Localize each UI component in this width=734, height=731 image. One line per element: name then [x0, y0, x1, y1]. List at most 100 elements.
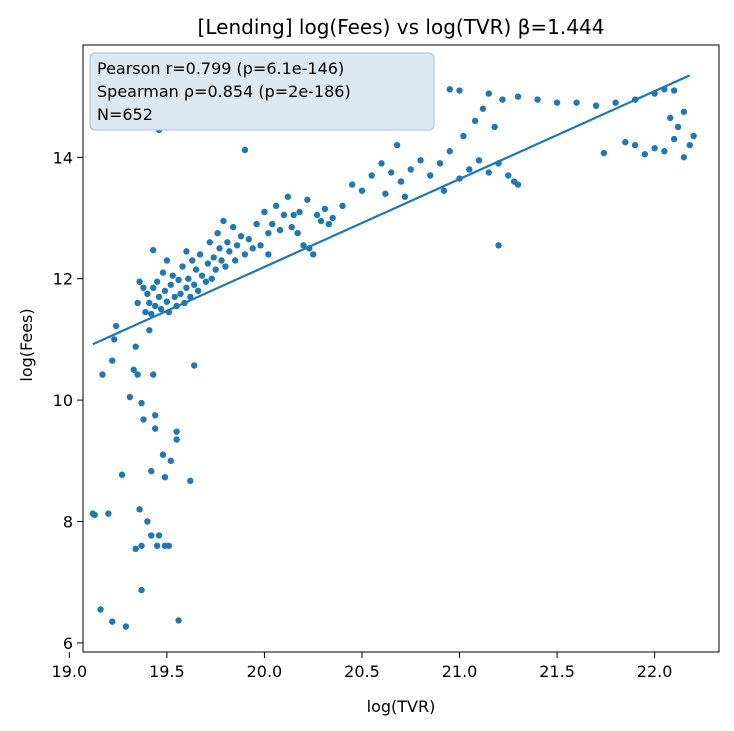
data-point	[136, 506, 143, 513]
data-point	[177, 290, 184, 298]
axes-frame	[82, 44, 720, 653]
data-point	[686, 141, 693, 149]
data-point	[150, 246, 157, 254]
data-point	[680, 154, 688, 161]
data-point	[202, 278, 210, 285]
data-point	[134, 371, 141, 378]
data-point	[153, 278, 161, 285]
data-point	[134, 299, 141, 307]
data-point	[159, 451, 167, 458]
stats-n: N=652	[97, 105, 153, 124]
data-point	[169, 272, 176, 279]
data-point	[436, 160, 444, 167]
data-point	[159, 269, 167, 276]
data-point	[144, 290, 151, 298]
data-point	[194, 287, 202, 295]
data-point	[401, 193, 409, 200]
data-point	[288, 223, 295, 231]
data-point	[667, 114, 674, 122]
y-tick-label: 10	[53, 391, 73, 410]
data-point	[126, 393, 134, 401]
data-point	[514, 181, 522, 188]
data-point	[296, 208, 303, 216]
data-point	[198, 272, 206, 279]
y-tick-label: 8	[63, 512, 73, 531]
data-point	[150, 284, 157, 291]
data-point	[214, 229, 221, 237]
y-tick-label: 6	[63, 634, 73, 653]
data-point	[118, 471, 126, 478]
data-point	[187, 477, 194, 485]
regression-line	[92, 74, 691, 346]
data-point	[138, 586, 145, 594]
data-point	[161, 473, 169, 481]
data-point	[253, 220, 260, 228]
data-point	[249, 245, 256, 252]
points-layer	[89, 86, 697, 630]
data-point	[161, 287, 169, 295]
data-point	[212, 266, 219, 273]
data-point	[146, 299, 153, 307]
data-point	[175, 276, 182, 284]
data-point	[150, 371, 157, 378]
data-point	[179, 263, 186, 270]
data-point	[153, 542, 161, 549]
data-point	[294, 229, 301, 237]
data-point	[196, 251, 204, 258]
data-point	[231, 257, 239, 264]
data-point	[140, 416, 147, 423]
x-tick-label: 22.0	[637, 662, 673, 681]
data-point	[109, 618, 116, 625]
data-point	[651, 144, 658, 152]
data-point	[140, 284, 147, 291]
data-point	[97, 606, 104, 613]
data-point	[171, 293, 178, 301]
data-point	[388, 169, 395, 176]
data-point	[185, 275, 192, 282]
data-point	[280, 211, 288, 219]
x-axis: 19.0 19.5 20.0 20.5 21.0 21.5 22.0	[52, 652, 673, 681]
data-point	[440, 187, 448, 194]
data-point	[183, 248, 190, 255]
data-point	[485, 90, 492, 97]
data-point	[674, 123, 682, 131]
data-point	[173, 436, 180, 443]
data-point	[284, 193, 292, 200]
data-point	[132, 343, 139, 350]
data-point	[192, 266, 200, 273]
data-point	[167, 457, 174, 464]
x-tick-label: 19.0	[52, 662, 88, 681]
data-point	[148, 310, 155, 318]
data-point	[204, 260, 212, 267]
data-point	[446, 86, 453, 93]
data-point	[142, 308, 149, 316]
data-point	[300, 242, 307, 249]
data-point	[208, 275, 215, 282]
data-point	[233, 242, 241, 249]
data-point	[130, 366, 137, 373]
data-point	[460, 132, 467, 140]
data-point	[151, 302, 159, 310]
data-point	[261, 208, 268, 216]
stats-box-background	[89, 52, 435, 131]
data-point	[349, 181, 356, 188]
data-point	[321, 205, 329, 213]
data-point	[491, 123, 498, 131]
data-point	[257, 242, 264, 249]
data-point	[485, 169, 492, 176]
fit-line-layer	[92, 74, 691, 346]
data-point	[466, 166, 473, 173]
data-point	[382, 190, 389, 197]
data-point	[265, 251, 272, 258]
data-point	[378, 160, 385, 167]
data-point	[329, 214, 336, 222]
data-point	[163, 298, 171, 305]
data-point	[210, 254, 217, 261]
data-point	[304, 196, 311, 203]
data-point	[661, 148, 668, 155]
data-point	[167, 281, 174, 288]
data-point	[670, 87, 678, 94]
data-point	[339, 202, 346, 210]
data-point	[189, 257, 196, 264]
